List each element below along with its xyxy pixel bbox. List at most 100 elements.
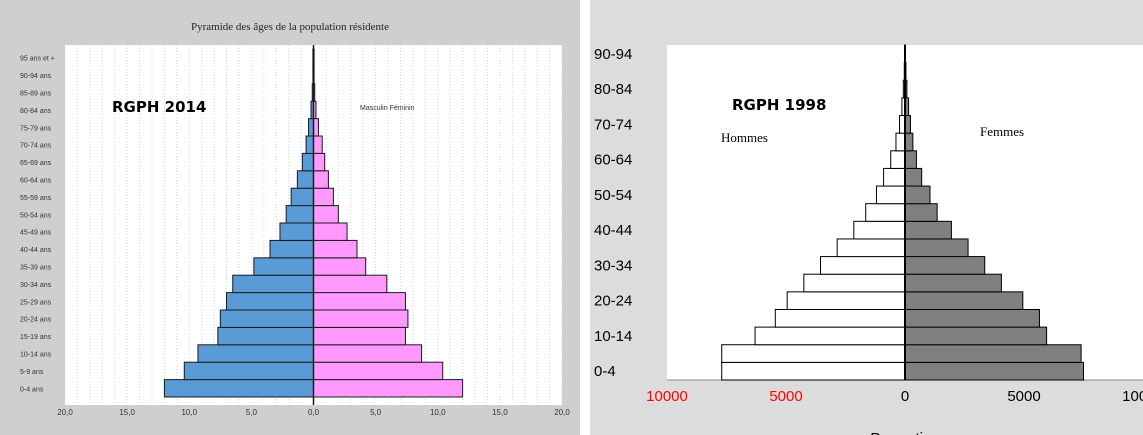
y-tick-label: 35-39 ans <box>20 265 52 272</box>
x-tick-label: 15,0 <box>492 408 508 417</box>
bar-femmes <box>904 291 1024 310</box>
legend-label-hommes: Hommes <box>721 130 768 145</box>
bar-femmes <box>904 326 1048 346</box>
bar-male <box>290 187 315 207</box>
bar-female <box>313 187 334 207</box>
bar-hommes <box>875 185 906 205</box>
bar-hommes <box>853 220 906 240</box>
bar-hommes <box>721 344 906 363</box>
y-tick-label: 80-84 <box>594 81 632 98</box>
bar-male <box>217 326 314 346</box>
bar-hommes <box>890 150 906 169</box>
x-tick-label: 5,0 <box>246 408 258 417</box>
bar-femmes <box>904 308 1040 328</box>
y-tick-label: 60-64 <box>594 152 632 169</box>
y-tick-label: 0-4 <box>594 363 616 380</box>
x-tick-label: 10,0 <box>430 408 446 417</box>
bar-male <box>305 135 315 154</box>
y-tick-label: 40-44 <box>594 222 632 239</box>
bar-male <box>163 379 314 398</box>
y-tick-label: 95 ans et + <box>20 56 55 63</box>
y-tick-label: 45-49 ans <box>20 230 52 237</box>
bar-femmes <box>904 361 1084 381</box>
y-tick-label: 30-34 ans <box>20 282 52 289</box>
bar-female <box>313 361 444 381</box>
bar-male <box>301 152 315 172</box>
x-tick-label: 10,0 <box>181 408 197 417</box>
bar-female <box>313 274 388 294</box>
bar-hommes <box>865 203 906 222</box>
pyramid-2014-chart: 0-4 ans 5-9 ans 10-14 ans 15-19 ans 20-24 an… <box>20 21 570 417</box>
bar-femmes <box>904 167 923 187</box>
bar-hommes <box>883 167 906 187</box>
bar-female <box>313 152 326 172</box>
y-tick-label: 65-69 ans <box>20 160 52 167</box>
bar-hommes <box>895 132 906 152</box>
x-tick-label: 20,0 <box>57 408 73 417</box>
y-tick-label: 5-9 ans <box>20 369 44 376</box>
bar-hommes <box>820 256 906 275</box>
chart-title: Pyramide des âges de la population résid… <box>191 21 389 33</box>
bar-male <box>296 170 315 189</box>
bar-female <box>313 222 348 241</box>
bar-femmes <box>904 185 931 205</box>
bar-female <box>313 135 323 154</box>
x-axis-label: Proportion <box>870 430 939 435</box>
bar-male <box>279 222 315 241</box>
bar-hommes <box>836 238 906 258</box>
bar-femmes <box>904 220 952 240</box>
bar-femmes <box>904 273 1002 293</box>
y-tick-label: 15-19 ans <box>20 334 52 341</box>
bar-femmes <box>904 344 1082 363</box>
bar-female <box>313 344 423 363</box>
bar-female <box>313 292 406 311</box>
x-tick-label: 5,0 <box>370 408 382 417</box>
y-tick-label: 0-4 ans <box>20 386 44 393</box>
y-tick-label: 55-59 ans <box>20 195 52 202</box>
chart-annotation: RGPH 1998 <box>732 96 826 114</box>
y-tick-label: 75-79 ans <box>20 125 52 132</box>
bar-hommes <box>786 291 906 310</box>
y-tick-label: 25-29 ans <box>20 299 52 306</box>
x-tick-label: 15,0 <box>119 408 135 417</box>
y-tick-label: 70-74 ans <box>20 143 52 150</box>
bar-femmes <box>904 203 938 222</box>
bar-femmes <box>904 132 914 152</box>
y-tick-label: 50-54 ans <box>20 212 52 219</box>
y-tick-label: 10-14 <box>594 328 632 345</box>
legend-label: Masculin Féminin <box>360 105 415 112</box>
bar-hommes <box>721 361 906 381</box>
bar-male <box>232 274 314 294</box>
y-tick-label: 30-34 <box>594 257 632 274</box>
bar-male <box>226 292 314 311</box>
x-tick-label: 10000 <box>646 388 688 405</box>
panel-gap <box>580 0 590 435</box>
x-tick-label: 10000 <box>1122 388 1143 405</box>
pyramid-1998-panel: 0-4 10-14 20-24 30-34 40-44 50-54 60-64 70-74 80… <box>590 0 1143 435</box>
bar-female <box>313 205 339 224</box>
x-tick-label: 5000 <box>1007 388 1040 405</box>
bar-male <box>253 257 314 276</box>
x-tick-label: 0 <box>901 388 909 405</box>
y-tick-label: 85-89 ans <box>20 91 52 98</box>
y-tick-label: 60-64 ans <box>20 178 52 185</box>
bar-male <box>269 239 315 259</box>
bar-male <box>219 309 314 328</box>
bar-femmes <box>904 238 969 258</box>
bar-female <box>313 170 329 189</box>
y-tick-label: 20-24 ans <box>20 317 52 324</box>
bar-female <box>313 309 409 328</box>
bar-hommes <box>803 273 906 293</box>
bar-female <box>313 379 464 398</box>
y-tick-label: 40-44 ans <box>20 247 52 254</box>
bar-femmes <box>904 150 917 169</box>
bar-female <box>313 257 367 276</box>
x-tick-label: 5000 <box>769 388 802 405</box>
y-tick-label: 90-94 ans <box>20 73 52 80</box>
bar-femmes <box>904 256 986 275</box>
y-tick-label: 70-74 <box>594 116 632 133</box>
bar-male <box>197 344 314 363</box>
y-tick-label: 20-24 <box>594 293 632 310</box>
legend-label-femmes: Femmes <box>980 124 1024 139</box>
bar-male <box>183 361 314 381</box>
